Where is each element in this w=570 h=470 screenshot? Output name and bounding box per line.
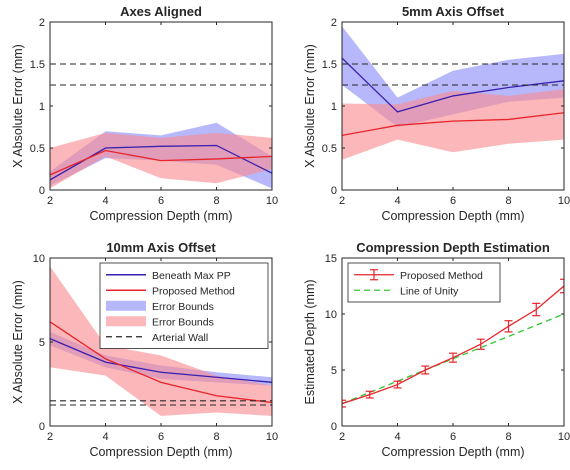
legend-label: Error Bounds [152, 316, 214, 328]
y-tick-label: 0.5 [322, 143, 337, 155]
x-axis-label: Compression Depth (mm) [381, 445, 524, 459]
legend-item: Proposed Method [106, 285, 235, 297]
legend-label: Error Bounds [152, 301, 214, 313]
y-tick-label: 0 [331, 185, 337, 197]
error-bar [560, 278, 564, 294]
error-band-2 [50, 266, 272, 416]
series-line-2 [50, 321, 272, 404]
y-tick-label: 0.5 [30, 143, 45, 155]
legend-label: Proposed Method [400, 270, 483, 282]
chart-title: Compression Depth Estimation [356, 240, 550, 255]
x-tick-label: 8 [505, 431, 511, 443]
y-tick-label: 0 [39, 185, 45, 197]
legend: Proposed Method Line of Unity [347, 262, 501, 303]
legend-label: Beneath Max PP [152, 270, 231, 282]
legend-label: Proposed Method [152, 285, 235, 297]
chart-title: 5mm Axis Offset [402, 4, 505, 19]
y-tick-label: 10 [325, 309, 337, 321]
error-bar [421, 365, 430, 375]
y-axis-label: X Absolute Error (mm) [11, 44, 25, 168]
error-bar [476, 338, 485, 350]
chart-title: Axes Aligned [120, 4, 202, 19]
legend-item: Line of Unity [354, 285, 459, 297]
y-tick-label: 0 [39, 421, 45, 433]
y-tick-label: 1 [39, 101, 45, 113]
y-tick-label: 5 [39, 337, 45, 349]
legend: Beneath Max PP Proposed Method Error Bound… [99, 262, 269, 349]
legend-item: Proposed Method [354, 269, 483, 282]
x-tick-label: 2 [47, 195, 53, 207]
y-tick-label: 5 [331, 365, 337, 377]
x-tick-label: 4 [394, 195, 400, 207]
legend-item: Beneath Max PP [106, 270, 231, 282]
x-tick-label: 10 [266, 195, 278, 207]
x-tick-label: 4 [394, 431, 400, 443]
chart-panel-1: 2 4 6 8 10 0 0.5 1 1.5 2 Axes Aligned Compression D… [11, 4, 278, 223]
series-line-2 [342, 112, 564, 137]
legend-swatch-patch [106, 300, 146, 311]
y-tick-label: 10 [33, 253, 45, 265]
error-bar [532, 302, 541, 317]
y-tick-label: 1.5 [322, 59, 337, 71]
legend-item: Error Bounds [106, 316, 214, 328]
x-tick-label: 8 [213, 195, 219, 207]
y-axis-label: Estimated Depth (mm) [303, 279, 317, 404]
y-axis-label: X Absolute Error (mm) [11, 280, 25, 404]
error-band-1 [50, 331, 272, 386]
chart-title: 10mm Axis Offset [106, 240, 216, 255]
x-tick-label: 2 [339, 195, 345, 207]
legend-label: Line of Unity [400, 285, 459, 297]
x-tick-label: 2 [339, 431, 345, 443]
x-axis-label: Compression Depth (mm) [381, 209, 524, 223]
legend-item: Error Bounds [106, 300, 214, 313]
x-tick-label: 4 [102, 431, 108, 443]
error-band-2 [342, 89, 564, 160]
x-tick-label: 4 [102, 195, 108, 207]
series-line-2 [50, 149, 272, 176]
x-tick-label: 10 [266, 431, 278, 443]
series-line-1 [50, 338, 272, 383]
x-tick-label: 2 [47, 431, 53, 443]
error-bar [342, 399, 346, 408]
x-tick-label: 6 [158, 431, 164, 443]
x-axis-label: Compression Depth (mm) [89, 445, 232, 459]
y-axis-label: X Absolute Error (mm) [303, 44, 317, 168]
y-tick-label: 2 [331, 17, 337, 29]
x-tick-label: 10 [558, 195, 570, 207]
x-tick-label: 8 [213, 431, 219, 443]
x-tick-label: 6 [450, 431, 456, 443]
plot-area [50, 22, 272, 190]
x-axis-label: Compression Depth (mm) [89, 209, 232, 223]
error-bar [504, 320, 513, 333]
chart-panel-3: 2 4 6 8 10 0 5 10 10mm Axis Offset Compression De… [11, 240, 278, 459]
x-tick-label: 6 [158, 195, 164, 207]
legend-swatch-patch [106, 316, 146, 327]
y-tick-label: 0 [331, 421, 337, 433]
error-bar [393, 380, 402, 389]
legend-item: Arterial Wall [106, 332, 208, 344]
y-tick-label: 1 [331, 101, 337, 113]
y-tick-label: 15 [325, 253, 337, 265]
chart-panel-2: 2 4 6 8 10 0 0.5 1 1.5 2 5mm Axis Offset Compressio… [303, 4, 570, 223]
legend-label: Arterial Wall [152, 332, 208, 344]
y-tick-label: 1.5 [30, 59, 45, 71]
x-tick-label: 6 [450, 195, 456, 207]
x-tick-label: 10 [558, 431, 570, 443]
chart-panel-4: 2 4 6 8 10 0 5 10 15 Compression Depth Estimation… [303, 240, 570, 459]
plot-area [342, 22, 564, 190]
x-tick-label: 8 [505, 195, 511, 207]
y-tick-label: 2 [39, 17, 45, 29]
error-bar [365, 390, 374, 399]
error-bar [449, 352, 457, 363]
